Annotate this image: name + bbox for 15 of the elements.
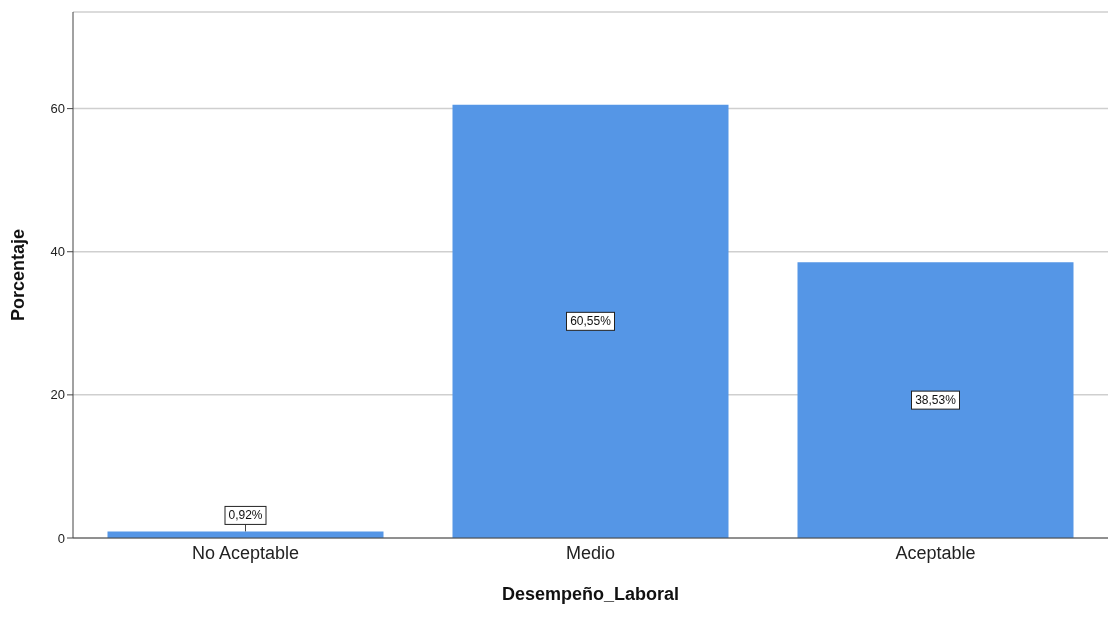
y-tick-label: 20 [50, 387, 65, 403]
bar [452, 104, 729, 538]
y-axis-title: Porcentaje [8, 228, 29, 322]
data-label: 0,92% [228, 508, 263, 523]
bar [797, 262, 1074, 538]
y-tick-label: 0 [57, 530, 65, 546]
data-label: 38,53% [915, 393, 957, 408]
y-tick-label: 40 [50, 244, 65, 260]
bar [107, 531, 384, 538]
x-tick-label: Medio [565, 542, 616, 563]
x-tick-label: Aceptable [895, 542, 976, 563]
x-axis-title: Desempeño_Laboral [501, 584, 680, 604]
y-tick-label: 60 [50, 101, 65, 117]
data-label: 60,55% [570, 314, 612, 329]
x-tick-label: No Aceptable [191, 542, 300, 563]
